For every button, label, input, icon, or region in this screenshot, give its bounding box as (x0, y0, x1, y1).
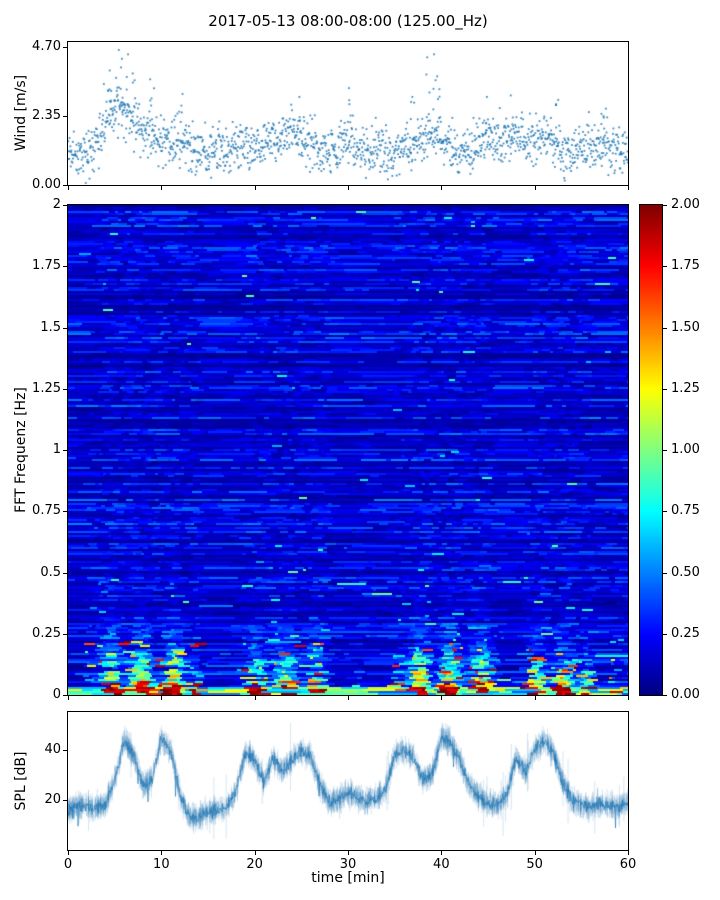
tick-mark (161, 851, 163, 855)
x-tick-label: 60 (619, 857, 637, 872)
tick-mark (663, 266, 667, 268)
tick-mark (663, 695, 667, 696)
colorbar-tick-label: 1.25 (671, 380, 700, 396)
tick-mark (161, 696, 163, 700)
tick-mark (628, 696, 629, 700)
tick-mark (63, 572, 67, 574)
colorbar (639, 204, 663, 696)
tick-mark (63, 695, 67, 696)
x-tick-label: 20 (246, 857, 263, 872)
spl-line-plot (67, 711, 629, 851)
tick-mark (441, 696, 443, 700)
colorbar-tick-label: 0.50 (671, 564, 700, 580)
tick-mark (63, 450, 67, 451)
tick-mark (663, 450, 667, 451)
tick-mark (441, 851, 443, 855)
wind-y-tick-label: 0.00 (32, 177, 61, 192)
fft-y-tick-label: 1.75 (32, 258, 61, 274)
tick-mark (63, 633, 67, 635)
tick-mark (63, 266, 67, 268)
fft-y-tick-label: 0 (52, 687, 61, 702)
tick-mark (663, 511, 667, 513)
tick-mark (348, 186, 349, 190)
fft-y-tick-label: 1.25 (32, 380, 61, 396)
tick-mark (348, 851, 349, 855)
x-tick-label: 30 (339, 857, 357, 872)
colorbar-tick-label: 1.50 (671, 319, 700, 335)
x-tick-label: 0 (63, 857, 73, 872)
tick-mark (663, 327, 667, 329)
x-tick-label: 10 (153, 857, 170, 872)
fft-y-tick-label: 0.25 (32, 625, 61, 641)
tick-mark (63, 800, 67, 801)
fft-y-tick-label: 1 (52, 442, 61, 457)
fft-y-tick-label: 2 (52, 197, 61, 212)
tick-mark (663, 633, 667, 635)
figure-title: 2017-05-13 08:00-08:00 (125.00_Hz) (208, 12, 488, 30)
colorbar-tick-label: 1.75 (671, 258, 700, 274)
tick-mark (663, 572, 667, 574)
tick-mark (663, 388, 667, 390)
tick-mark (534, 696, 536, 700)
tick-mark (63, 511, 67, 513)
tick-mark (63, 46, 67, 48)
x-axis-label: time [min] (311, 870, 385, 886)
tick-mark (628, 851, 629, 855)
fft-y-tick-label: 0.75 (32, 503, 61, 519)
tick-mark (63, 750, 67, 751)
wind-y-tick-label: 4.70 (32, 38, 61, 54)
tick-mark (63, 327, 67, 329)
colorbar-tick-label: 1.00 (671, 442, 700, 457)
tick-mark (68, 696, 69, 700)
tick-mark (161, 186, 163, 190)
fft-y-tick-label: 1.5 (40, 319, 61, 335)
tick-mark (441, 186, 443, 190)
wind-y-tick-label: 2.35 (32, 107, 61, 123)
tick-mark (63, 185, 67, 186)
wind-scatter-plot (67, 41, 629, 186)
tick-mark (63, 205, 67, 206)
fft-spectrogram-plot (67, 204, 629, 696)
colorbar-tick-label: 0.25 (671, 625, 700, 641)
tick-mark (348, 696, 349, 700)
tick-mark (254, 851, 256, 855)
x-tick-label: 50 (526, 857, 543, 872)
tick-mark (534, 186, 536, 190)
tick-mark (68, 851, 69, 855)
tick-mark (628, 186, 629, 190)
tick-mark (63, 115, 67, 117)
tick-mark (534, 851, 536, 855)
spl-y-tick-label: 20 (44, 792, 61, 807)
colorbar-tick-label: 0.00 (671, 687, 700, 702)
tick-mark (663, 205, 667, 206)
x-tick-label: 40 (433, 857, 450, 872)
fft-y-tick-label: 0.5 (40, 564, 61, 580)
tick-mark (63, 388, 67, 390)
tick-mark (254, 186, 256, 190)
tick-mark (68, 186, 69, 190)
colorbar-tick-label: 2.00 (671, 197, 700, 212)
colorbar-tick-label: 0.75 (671, 503, 700, 519)
spl-y-tick-label: 40 (44, 742, 61, 757)
tick-mark (254, 696, 256, 700)
